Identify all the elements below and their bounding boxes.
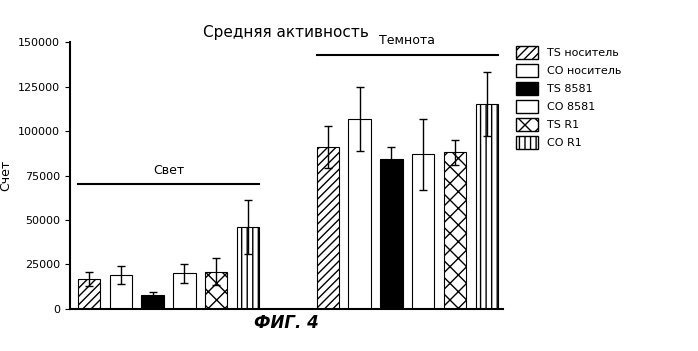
Text: Темнота: Темнота <box>379 34 436 47</box>
Text: Свет: Свет <box>153 164 184 177</box>
Title: Средняя активность: Средняя активность <box>203 25 369 40</box>
Bar <box>173 273 195 309</box>
Bar <box>444 152 466 309</box>
Bar <box>317 147 339 309</box>
Bar <box>142 294 164 309</box>
Bar <box>77 279 100 309</box>
Bar <box>476 104 498 309</box>
Legend: TS носитель, CO носитель, TS 8581, CO 8581, TS R1, CO R1: TS носитель, CO носитель, TS 8581, CO 85… <box>512 42 625 153</box>
Bar <box>205 272 228 309</box>
Bar <box>380 159 403 309</box>
Bar <box>412 154 434 309</box>
Y-axis label: Счет: Счет <box>0 160 13 191</box>
Bar <box>237 227 259 309</box>
Bar <box>348 119 371 309</box>
Bar <box>110 275 132 309</box>
X-axis label: ФИГ. 4: ФИГ. 4 <box>254 314 318 332</box>
